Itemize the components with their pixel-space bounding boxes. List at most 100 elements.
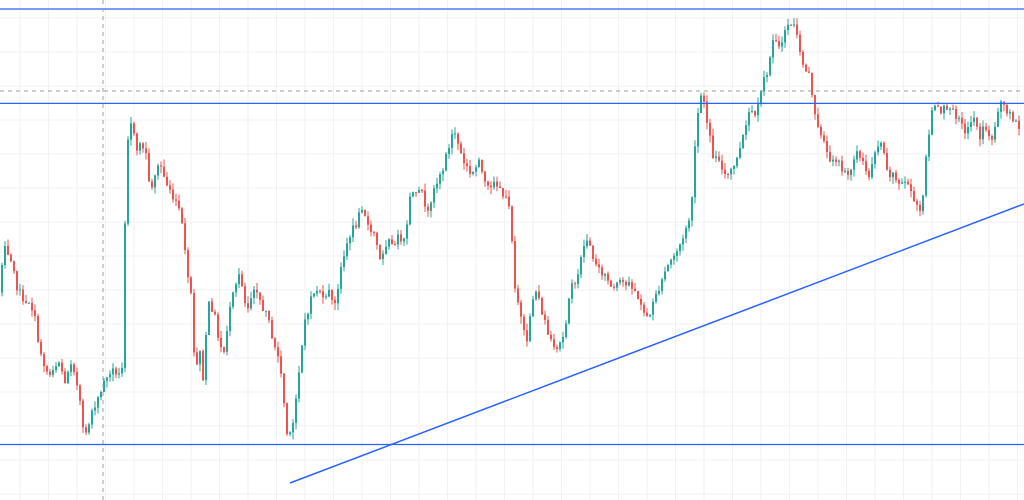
candle	[715, 150, 717, 163]
candle-body	[817, 114, 819, 127]
candle	[988, 125, 990, 141]
candle-body	[16, 271, 18, 291]
candle	[478, 157, 480, 168]
candle-body	[691, 197, 693, 221]
candle-body	[256, 289, 258, 293]
candle-body	[544, 314, 546, 320]
candle-body	[106, 377, 108, 381]
candle-body	[172, 189, 174, 200]
candle	[199, 350, 201, 372]
candle-body	[7, 246, 9, 255]
candle-body	[1012, 112, 1014, 122]
candle-body	[67, 371, 69, 384]
candle	[289, 431, 291, 437]
candle	[544, 310, 546, 325]
candle-body	[4, 246, 6, 265]
candle	[403, 237, 405, 246]
candle-body	[619, 279, 621, 283]
candle-body	[70, 364, 72, 372]
candle-body	[727, 174, 729, 176]
candle	[616, 281, 618, 292]
candle-body	[268, 310, 270, 321]
candle-body	[901, 182, 903, 184]
candle-body	[895, 172, 897, 181]
candle	[841, 155, 843, 176]
candle	[892, 171, 894, 184]
candle	[349, 235, 351, 251]
candle	[667, 264, 669, 272]
candle-body	[622, 279, 624, 282]
candle	[406, 220, 408, 245]
candle-body	[565, 323, 567, 337]
candle	[691, 196, 693, 227]
candle	[985, 122, 987, 133]
candle	[91, 408, 93, 429]
candle-body	[112, 368, 114, 375]
candle	[187, 247, 189, 284]
candle	[298, 365, 300, 403]
candle-body	[157, 165, 159, 176]
candle-body	[982, 126, 984, 140]
candle-body	[778, 40, 780, 47]
candle-body	[394, 244, 396, 246]
candle-body	[280, 356, 282, 374]
candle-body	[625, 281, 627, 286]
candle-body	[940, 106, 942, 114]
candle-body	[358, 212, 360, 228]
candle	[847, 167, 849, 180]
candle-body	[604, 273, 606, 276]
candle	[412, 191, 414, 198]
candle	[874, 150, 876, 169]
candle-body	[514, 241, 516, 289]
candle-body	[382, 253, 384, 260]
candle-body	[718, 156, 720, 161]
candle	[961, 111, 963, 130]
drawings[interactable]	[0, 8, 1024, 484]
candle-body	[922, 195, 924, 211]
candle	[124, 220, 126, 373]
candle-body	[508, 196, 510, 207]
candle-body	[937, 105, 939, 107]
candle	[508, 190, 510, 210]
candle-body	[601, 267, 603, 276]
candle-body	[361, 209, 363, 213]
candle-body	[136, 133, 138, 151]
candle	[640, 294, 642, 311]
candle	[208, 301, 210, 335]
candle	[808, 66, 810, 74]
candle	[7, 239, 9, 256]
candle	[541, 296, 543, 316]
candle	[928, 129, 930, 162]
candle	[823, 131, 825, 144]
candle	[85, 424, 87, 436]
candle-body	[154, 175, 156, 188]
candle-body	[553, 339, 555, 348]
candle	[472, 171, 474, 176]
candle-body	[679, 244, 681, 252]
candle-body	[43, 354, 45, 367]
candle-body	[877, 146, 879, 153]
candle-body	[10, 254, 12, 262]
candle	[709, 118, 711, 143]
candle	[397, 229, 399, 250]
candle-body	[997, 111, 999, 127]
candle-body	[370, 224, 372, 232]
trendline[interactable]	[289, 203, 1024, 484]
candle	[292, 419, 294, 440]
candle-body	[406, 224, 408, 239]
candle	[19, 283, 21, 296]
candle-body	[844, 170, 846, 172]
candle-body	[706, 101, 708, 123]
candle	[97, 395, 99, 414]
candle	[76, 367, 78, 391]
candle-body	[259, 292, 261, 300]
candle-body	[301, 345, 303, 373]
candle	[643, 302, 645, 317]
candle	[793, 18, 795, 28]
candle	[382, 250, 384, 266]
candle-body	[232, 292, 234, 307]
candle-body	[34, 310, 36, 317]
candle-body	[463, 153, 465, 164]
